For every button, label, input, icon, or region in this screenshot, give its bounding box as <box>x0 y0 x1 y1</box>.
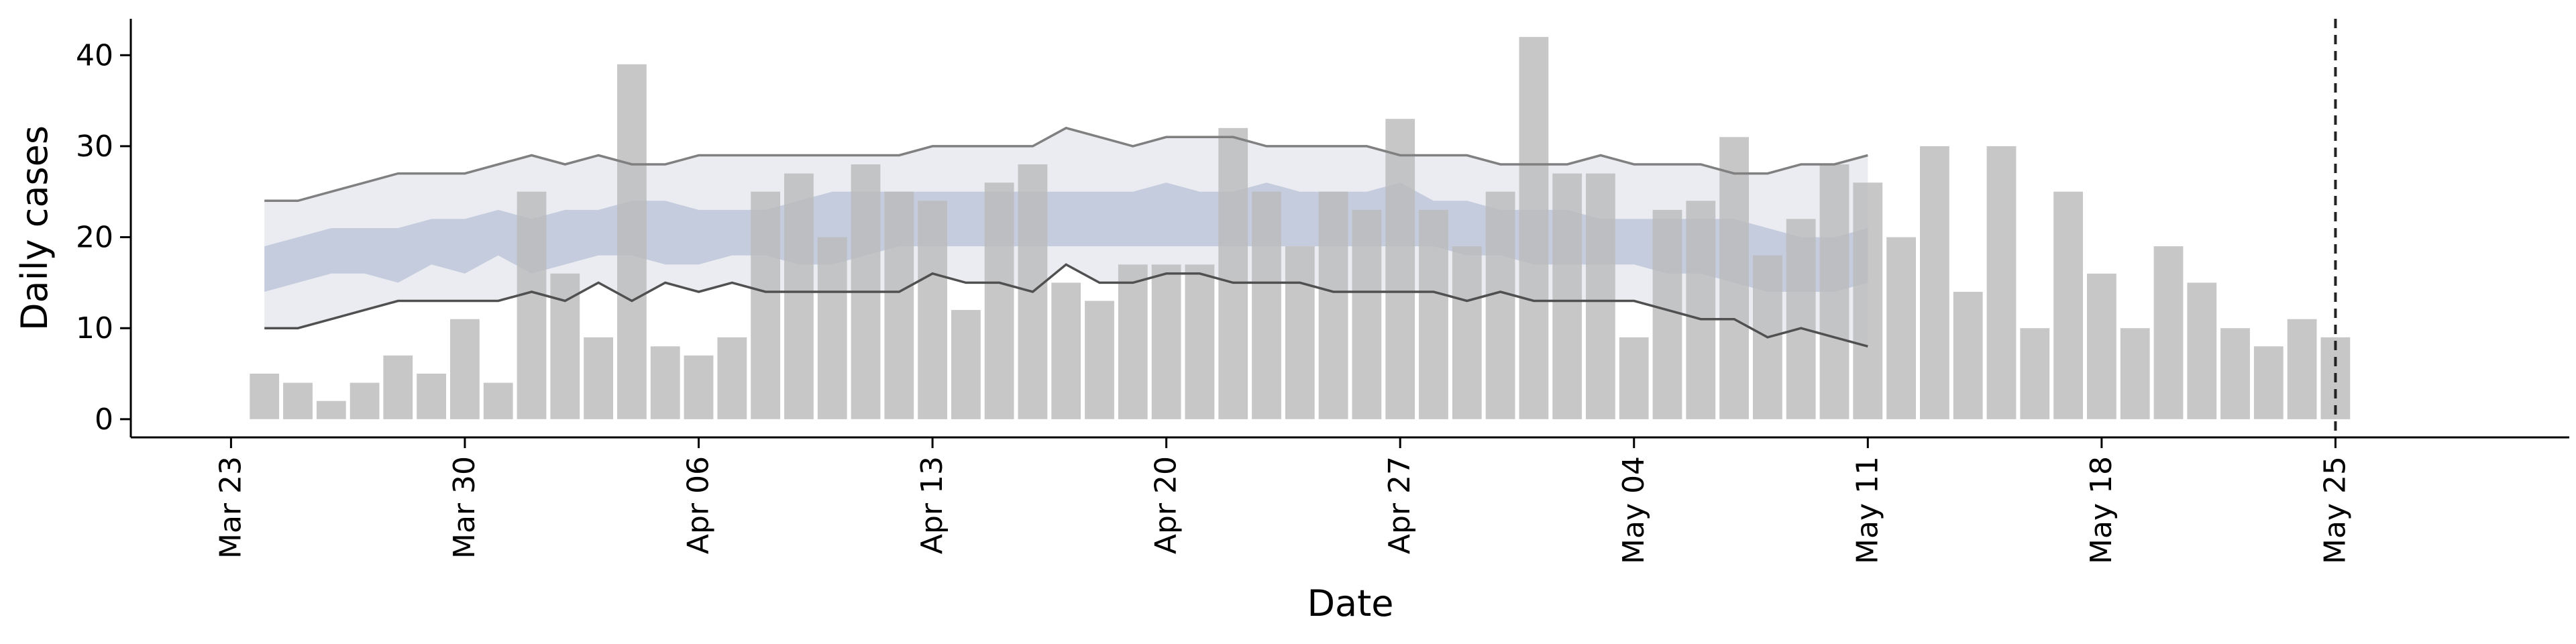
bar-2020-05-06 <box>1686 201 1716 419</box>
inner-forecast-band <box>264 182 1868 292</box>
x-tick-label: Apr 13 <box>915 456 949 554</box>
bar-2020-05-19 <box>2120 328 2150 419</box>
bar-2020-04-27 <box>1385 119 1415 419</box>
x-tick-label: Mar 30 <box>447 456 482 559</box>
bar-2020-05-23 <box>2253 346 2284 419</box>
bar-2020-05-01 <box>1519 37 1549 419</box>
bar-2020-04-17 <box>1051 282 1081 419</box>
x-tick-label: May 25 <box>2318 456 2352 564</box>
bar-2020-05-11 <box>1853 182 1883 419</box>
bar-2020-04-25 <box>1318 191 1348 419</box>
bar-2020-05-07 <box>1719 137 1749 419</box>
bar-2020-05-17 <box>2053 191 2083 419</box>
lower-bound-line <box>264 263 1868 347</box>
bar-2020-04-19 <box>1118 264 1148 419</box>
bar-series <box>250 37 2351 419</box>
bar-2020-03-24 <box>250 374 280 419</box>
bar-2020-05-22 <box>2220 328 2250 419</box>
x-tick-label: Apr 20 <box>1149 456 1183 554</box>
y-tick-label: 10 <box>76 311 113 345</box>
x-tick-label: Mar 23 <box>213 456 248 559</box>
bar-2020-03-31 <box>483 382 513 419</box>
bar-2020-03-30 <box>450 319 480 419</box>
bar-2020-04-29 <box>1452 246 1482 419</box>
bar-2020-04-26 <box>1352 209 1382 419</box>
x-tick-label: May 04 <box>1617 456 1651 564</box>
bar-2020-04-14 <box>951 310 981 419</box>
bar-2020-03-29 <box>417 374 446 419</box>
bar-2020-04-07 <box>717 337 747 419</box>
y-tick-label: 40 <box>76 38 113 72</box>
bar-2020-05-02 <box>1552 173 1582 419</box>
y-tick-label: 30 <box>76 129 113 164</box>
bar-2020-04-15 <box>984 182 1014 419</box>
bar-2020-05-14 <box>1953 292 1983 419</box>
bar-2020-05-09 <box>1786 219 1816 419</box>
x-tick-label: Apr 06 <box>682 456 716 554</box>
bar-2020-04-22 <box>1218 127 1248 419</box>
bar-2020-03-26 <box>316 400 346 419</box>
bar-2020-04-03 <box>584 337 613 419</box>
forecast-lines <box>264 126 1868 347</box>
y-axis-label: Daily cases <box>13 125 56 331</box>
y-axis-ticks: 0 10 20 30 40 <box>76 38 131 437</box>
bar-2020-05-03 <box>1586 173 1615 419</box>
x-tick-label: May 18 <box>2084 456 2118 564</box>
bar-2020-04-12 <box>884 191 914 419</box>
bar-2020-04-04 <box>617 64 647 419</box>
bar-2020-03-25 <box>283 382 313 419</box>
y-tick-label: 20 <box>76 221 113 255</box>
bar-2020-05-15 <box>1986 146 2017 419</box>
bar-2020-04-23 <box>1252 191 1281 419</box>
bar-2020-05-18 <box>2087 273 2116 419</box>
bar-2020-05-13 <box>1920 146 1949 419</box>
upper-bound-line <box>264 126 1868 203</box>
axes <box>129 19 2569 439</box>
bar-2020-05-04 <box>1619 337 1649 419</box>
y-tick-label: 0 <box>95 402 113 437</box>
bar-2020-04-05 <box>650 346 680 419</box>
bar-2020-04-21 <box>1185 264 1215 419</box>
bar-2020-04-06 <box>684 355 714 419</box>
bar-2020-05-10 <box>1819 164 1849 419</box>
bar-2020-04-20 <box>1151 264 1181 419</box>
bar-2020-03-28 <box>383 355 413 419</box>
bar-2020-04-24 <box>1285 246 1315 419</box>
bar-2020-04-01 <box>517 191 547 419</box>
bar-2020-04-08 <box>751 191 780 419</box>
x-tick-label: May 11 <box>1850 456 1884 564</box>
bar-2020-04-13 <box>918 201 947 419</box>
bar-2020-05-05 <box>1652 209 1682 419</box>
bar-2020-04-10 <box>817 237 847 419</box>
bar-2020-05-20 <box>2153 246 2184 419</box>
bar-2020-04-30 <box>1485 191 1515 419</box>
x-axis-ticks: Mar 23 Mar 30 Apr 06 Apr 13 Apr 20 Apr 27 May … <box>213 437 2352 564</box>
bar-2020-04-28 <box>1419 209 1448 419</box>
x-tick-label: Apr 27 <box>1383 456 1417 554</box>
bar-2020-04-09 <box>784 173 814 419</box>
bar-2020-05-12 <box>1886 237 1916 419</box>
bar-2020-05-21 <box>2187 282 2217 419</box>
bar-2020-04-18 <box>1085 301 1114 419</box>
bar-2020-05-24 <box>2287 319 2317 419</box>
bar-2020-03-27 <box>350 382 380 419</box>
x-axis-label: Date <box>1307 582 1393 625</box>
bar-2020-05-16 <box>2020 328 2050 419</box>
